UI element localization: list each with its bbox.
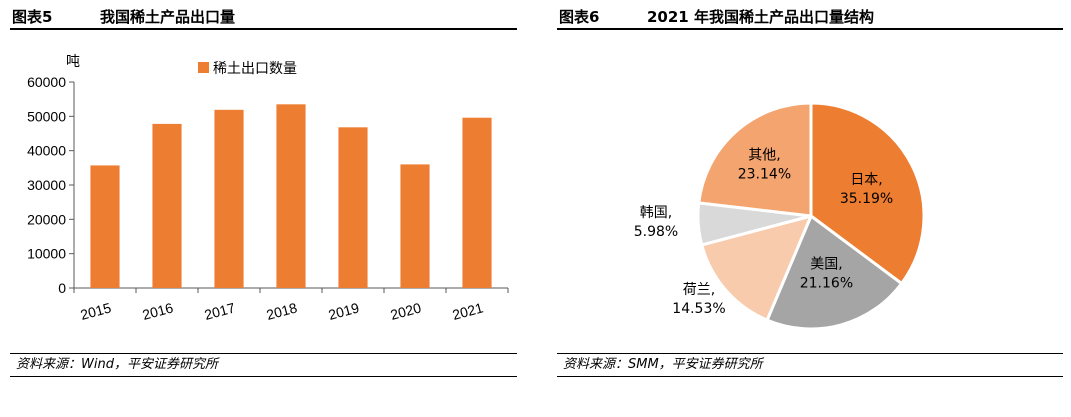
pie-label-value: 23.14% [738,167,791,183]
x-tick-label-2015: 2015 [79,299,113,323]
y-tick-label: 60000 [27,74,66,90]
pie-label-value: 35.19% [840,191,893,207]
figure-6-source-text: 资料来源：SMM，平安证券研究所 [563,357,763,372]
figure-5-source-text: 资料来源：Wind，平安证券研究所 [16,357,218,372]
pie-label-name: 美国, [810,257,842,273]
x-tick-label-2019: 2019 [327,299,361,323]
pie-label-value: 21.16% [800,276,853,292]
pie-label-name: 日本, [850,172,882,188]
figure-6-source: 资料来源：SMM，平安证券研究所 [557,353,1063,377]
bar-2018 [276,104,306,288]
pie-label-value: 5.98% [634,224,678,240]
pie-slice-美国 [765,214,904,331]
y-tick-label: 40000 [27,143,66,159]
y-tick-label: 20000 [27,211,66,227]
x-tick-label-2021: 2021 [451,299,485,323]
bar-2015 [90,165,120,288]
legend-label: 稀土出口数量 [213,61,297,77]
figure-5-panel: 图表5 我国稀土产品出口量 吨 稀土出口数量 0 10000 20000 30000 400… [10,0,517,417]
pie-label-name: 荷兰, [683,282,715,298]
y-tick-label: 30000 [27,177,66,193]
x-tick-label-2016: 2016 [141,299,175,323]
figure-5-header: 图表5 我国稀土产品出口量 [10,6,517,30]
pie-label-value: 14.53% [672,301,725,317]
figure-5-title: 我国稀土产品出口量 [100,8,236,26]
figure-6-title: 2021 年我国稀土产品出口量结构 [647,8,874,26]
pie-slice-荷兰 [700,214,813,322]
pie-label-name: 韩国, [640,205,672,221]
bar-2019 [338,127,368,288]
figure-5-source: 资料来源：Wind，平安证券研究所 [10,353,517,377]
y-tick-label: 10000 [27,246,66,262]
export-volume-bar-chart: 吨 稀土出口数量 0 10000 20000 30000 40000 50000 60000 20… [27,54,509,323]
bar-2017 [214,109,244,288]
bar-2020 [400,164,430,288]
y-tick-label: 0 [58,280,66,296]
figure-6-number: 图表6 [559,8,600,26]
export-structure-pie-chart: 日本, 35.19% 美国, 21.16% 荷兰, 14.53% 韩国, 5.98% 其他, 23… [634,101,926,331]
pie-slice-日本 [809,101,926,286]
x-tick-label-2018: 2018 [265,299,299,323]
x-tick-label-2020: 2020 [389,299,423,323]
figure-6-panel: 图表6 2021 年我国稀土产品出口量结构 日本, 35.19% 美国, 21.16%… [557,0,1063,417]
bar-2016 [152,123,182,289]
legend-swatch [198,62,209,73]
bar-2021 [462,117,492,288]
figure-5-number: 图表5 [12,8,53,26]
y-axis-unit-label: 吨 [66,54,80,70]
pie-label-name: 其他, [748,148,780,164]
pie-slice-其他 [697,101,813,218]
y-tick-label: 50000 [27,108,66,124]
x-tick-label-2017: 2017 [203,299,237,323]
figure-6-header: 图表6 2021 年我国稀土产品出口量结构 [557,6,1063,30]
